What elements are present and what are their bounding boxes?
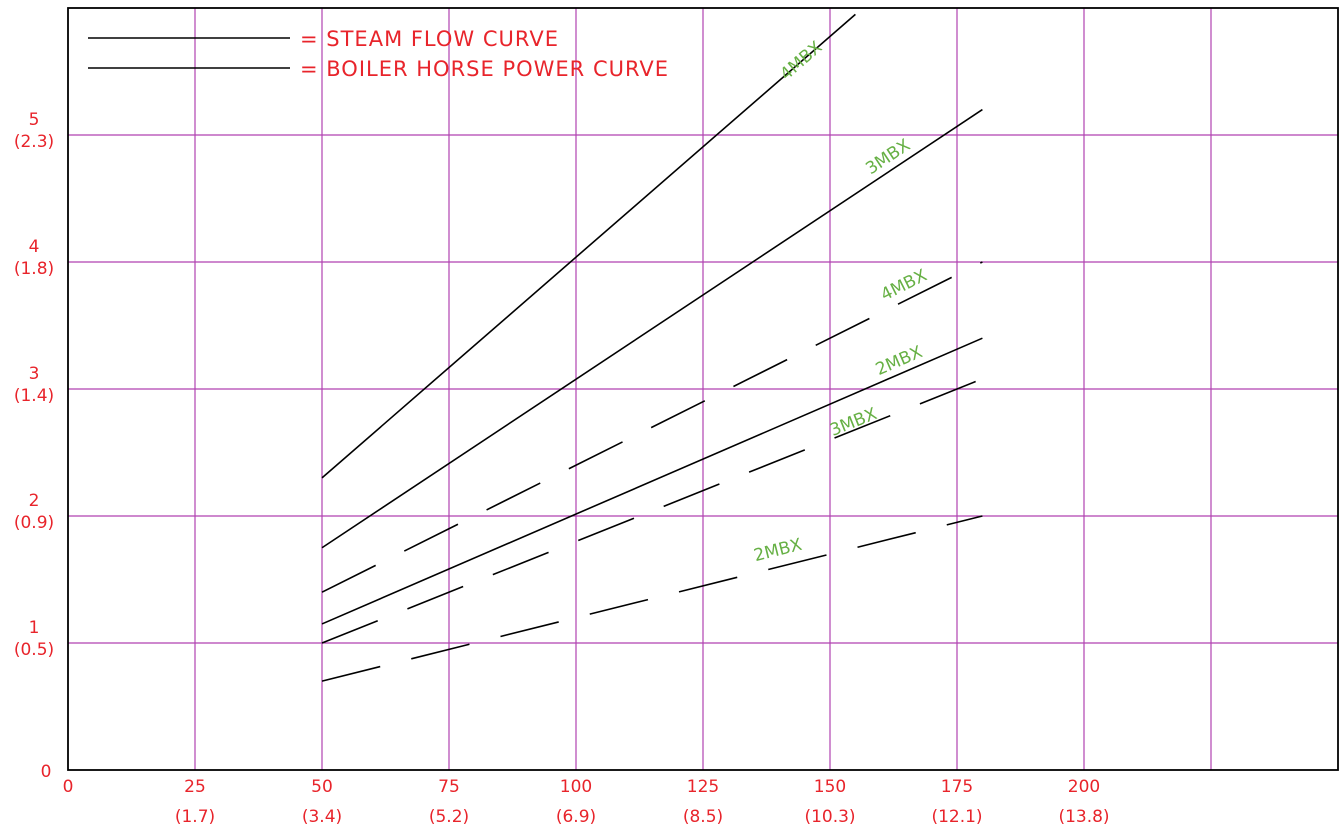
- x-tick-sublabel: (3.4): [302, 807, 342, 827]
- x-tick-sublabel: (5.2): [429, 807, 469, 827]
- x-tick-label: 50: [311, 777, 333, 797]
- x-tick-label: 150: [814, 777, 846, 797]
- axis-frame: [67, 7, 1339, 771]
- x-tick-label: 0: [63, 777, 74, 797]
- legend-label: = STEAM FLOW CURVE: [300, 27, 559, 51]
- plot-frame: [67, 7, 1339, 771]
- y-tick-sublabel: (0.5): [14, 640, 54, 660]
- y-tick-label: 3: [29, 364, 40, 384]
- x-tick-sublabel: (12.1): [931, 807, 982, 827]
- curve-label-4mbx: 4MBX: [776, 37, 826, 84]
- grid-lines: [68, 8, 1338, 770]
- x-tick-label: 200: [1068, 777, 1100, 797]
- y-tick-label: 5: [29, 110, 40, 130]
- curve-label-4mbx: 4MBX: [878, 265, 931, 305]
- curve-lines: [321, 13, 983, 682]
- x-tick-sublabel: (10.3): [804, 807, 855, 827]
- x-tick-sublabel: (13.8): [1058, 807, 1109, 827]
- x-tick-label: 100: [560, 777, 592, 797]
- series-line-3mbx-solid: [321, 108, 983, 549]
- x-tick-sublabel: (8.5): [683, 807, 723, 827]
- y-tick-label: 2: [29, 491, 40, 511]
- y-tick-sublabel: (0.9): [14, 513, 54, 533]
- x-tick-label: 175: [941, 777, 973, 797]
- series-line-2mbx-dashed: [321, 515, 983, 682]
- series-line-4mbx-dashed: [321, 261, 983, 593]
- legend-label: = BOILER HORSE POWER CURVE: [300, 57, 669, 81]
- y-tick-label: 4: [29, 237, 40, 257]
- series-line-4mbx-solid: [321, 13, 856, 479]
- series-line-3mbx-dashed: [321, 378, 983, 644]
- legend: = STEAM FLOW CURVE = BOILER HORSE POWER C…: [88, 27, 669, 81]
- curve-label-3mbx: 3MBX: [827, 404, 880, 441]
- x-tick-label: 75: [438, 777, 460, 797]
- curve-label-2mbx: 2MBX: [752, 535, 805, 566]
- y-tick-label: 0: [41, 762, 52, 782]
- x-tick-label: 125: [687, 777, 719, 797]
- y-tick-label: 1: [29, 618, 40, 638]
- y-tick-sublabel: (2.3): [14, 132, 54, 152]
- x-tick-label: 25: [184, 777, 206, 797]
- tick-labels: 0 25(1.7)50(3.4)75(5.2)100(6.9)125(8.5)15…: [14, 110, 1110, 827]
- y-tick-sublabel: (1.8): [14, 259, 54, 279]
- x-tick-sublabel: (6.9): [556, 807, 596, 827]
- y-tick-sublabel: (1.4): [14, 386, 54, 406]
- series-line-2mbx-solid: [321, 337, 983, 625]
- x-tick-sublabel: (1.7): [175, 807, 215, 827]
